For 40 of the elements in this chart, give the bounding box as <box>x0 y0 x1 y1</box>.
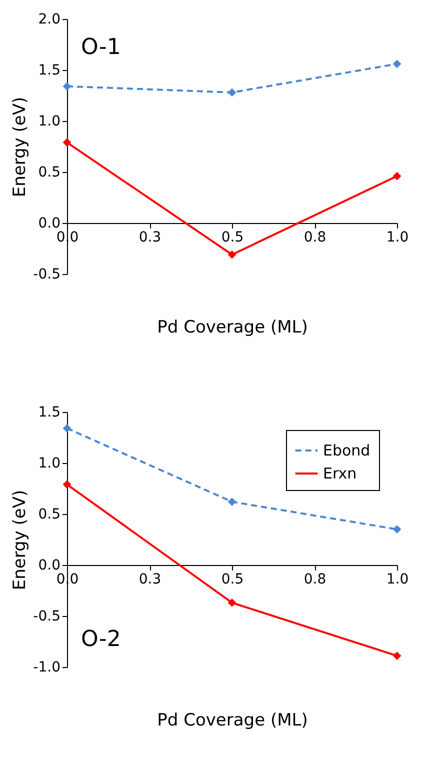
point <box>228 598 236 607</box>
point <box>62 424 72 433</box>
point <box>62 82 72 91</box>
point <box>228 250 236 259</box>
y-tick-label: -1.0 <box>33 660 60 676</box>
point <box>392 172 402 180</box>
y-tick-label: 1.0 <box>38 456 60 472</box>
x-tick-label: 0.3 <box>138 230 162 246</box>
legend-label: Erxn <box>323 464 357 482</box>
y-tick-label: 1.0 <box>38 114 60 130</box>
y-tick-label: -0.5 <box>33 266 60 282</box>
legend-label: Ebond <box>323 442 370 460</box>
x-tick-label: 0.3 <box>138 572 162 588</box>
y-tick-label: 0.5 <box>38 506 60 522</box>
y-tick-label: 0.0 <box>38 558 60 574</box>
point <box>392 652 402 660</box>
point <box>62 138 72 147</box>
y-tick-label: 1.5 <box>38 62 60 78</box>
x-axis-title: Pd Coverage (ML) <box>157 318 308 338</box>
point <box>392 525 402 534</box>
annotation: O-2 <box>81 627 121 652</box>
y-tick-label: 1.5 <box>38 404 60 420</box>
x-axis-title: Pd Coverage (ML) <box>157 710 308 730</box>
y-tick-label: 0.5 <box>38 164 60 180</box>
y-tick-label: 2.0 <box>38 12 60 28</box>
y-axis-title: Energy (eV) <box>10 96 30 198</box>
x-tick-label: 0.5 <box>221 572 244 588</box>
x-tick-label: 0.5 <box>221 230 244 246</box>
annotation: O-1 <box>81 35 121 60</box>
x-tick-label: 1.0 <box>386 230 409 246</box>
point <box>228 88 236 97</box>
y-axis-title: Energy (eV) <box>10 490 30 590</box>
x-tick-label: 1.0 <box>386 572 409 588</box>
y-tick-label: -0.5 <box>33 608 60 624</box>
point <box>62 480 72 489</box>
y-tick-label: 0.0 <box>38 216 60 232</box>
point <box>392 60 402 68</box>
x-tick-label: 0.8 <box>304 572 326 588</box>
x-tick-label: 0.8 <box>304 230 326 246</box>
point <box>228 498 236 506</box>
